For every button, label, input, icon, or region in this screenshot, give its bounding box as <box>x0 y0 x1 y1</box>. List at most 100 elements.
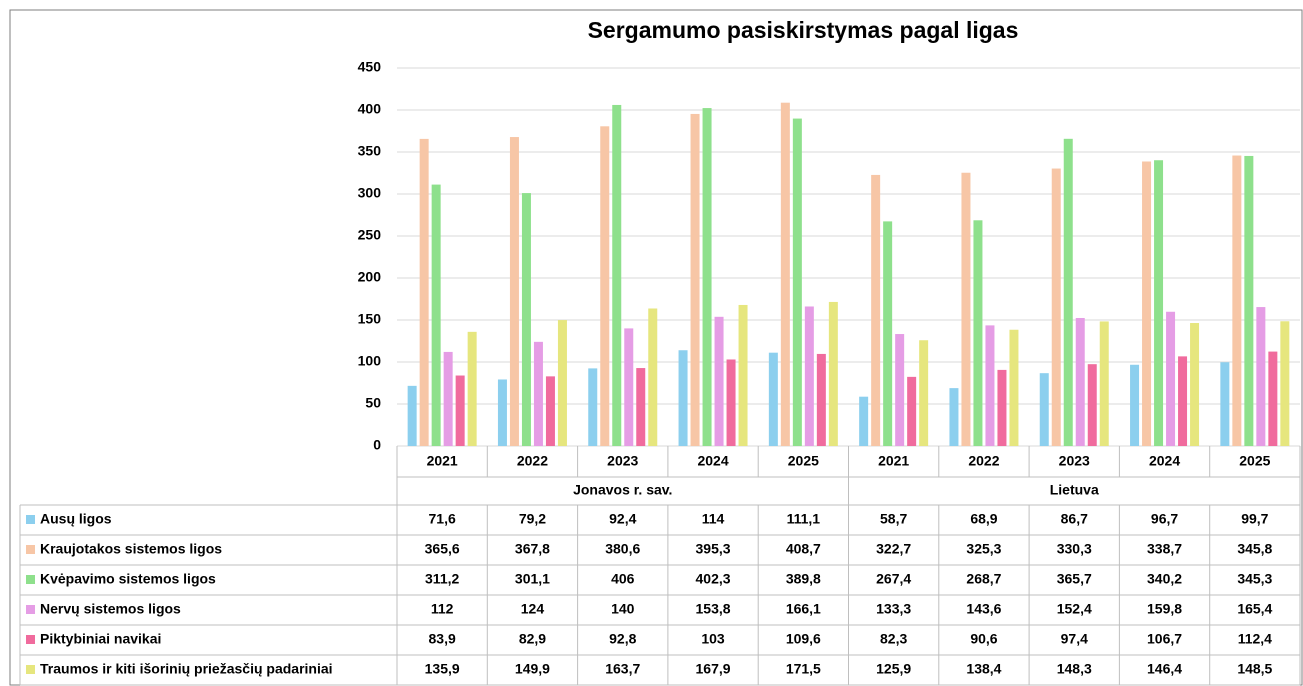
x-tick-label: 2022 <box>968 453 999 469</box>
y-tick-label: 250 <box>358 227 382 243</box>
table-value: 114 <box>702 511 725 527</box>
table-value: 389,8 <box>786 571 821 587</box>
bar <box>1268 351 1278 446</box>
x-tick-label: 2024 <box>697 453 728 469</box>
bar <box>455 375 465 446</box>
table-value: 171,5 <box>786 661 821 677</box>
table-value: 125,9 <box>876 661 911 677</box>
legend-swatch <box>26 515 35 524</box>
table-value: 68,9 <box>970 511 997 527</box>
bar <box>1051 168 1061 446</box>
bar <box>690 113 700 446</box>
table-value: 96,7 <box>1151 511 1178 527</box>
bar <box>431 184 441 447</box>
table-value: 58,7 <box>880 511 907 527</box>
y-tick-label: 0 <box>373 437 381 453</box>
x-tick-label: 2023 <box>607 453 638 469</box>
bar <box>973 220 983 446</box>
table-value: 380,6 <box>605 541 640 557</box>
chart-title: Sergamumo pasiskirstymas pagal ligas <box>588 17 1019 43</box>
legend-label: Piktybiniai navikai <box>40 631 161 647</box>
bar <box>871 174 881 446</box>
table-value: 367,8 <box>515 541 550 557</box>
bar <box>961 172 971 447</box>
legend-label: Traumos ir kiti išorinių priežasčių pada… <box>40 661 333 677</box>
y-tick-label: 50 <box>365 395 381 411</box>
bar <box>1154 160 1164 446</box>
table-value: 365,7 <box>1057 571 1092 587</box>
bar <box>545 376 555 446</box>
x-tick-label: 2021 <box>878 453 909 469</box>
table-value: 311,2 <box>425 571 459 587</box>
table-value: 395,3 <box>696 541 731 557</box>
table-value: 146,4 <box>1147 661 1182 677</box>
table-value: 322,7 <box>876 541 911 557</box>
table-value: 97,4 <box>1061 631 1088 647</box>
table-value: 325,3 <box>966 541 1001 557</box>
table-value: 138,4 <box>966 661 1001 677</box>
table-value: 408,7 <box>786 541 821 557</box>
table-value: 267,4 <box>876 571 911 587</box>
x-tick-label: 2024 <box>1149 453 1180 469</box>
x-tick-label: 2025 <box>1239 453 1270 469</box>
bar <box>792 118 802 447</box>
table-value: 112,4 <box>1238 631 1272 647</box>
bar <box>497 379 507 446</box>
bar <box>726 359 736 446</box>
table-value: 345,8 <box>1237 541 1272 557</box>
bar <box>521 193 531 446</box>
legend-swatch <box>26 635 35 644</box>
bar <box>1220 362 1230 446</box>
bar <box>816 353 826 446</box>
table-value: 133,3 <box>876 601 911 617</box>
bar <box>678 350 688 446</box>
bar <box>509 137 519 446</box>
legend-swatch <box>26 545 35 554</box>
bar <box>919 340 929 446</box>
y-tick-label: 100 <box>358 353 382 369</box>
table-value: 153,8 <box>696 601 731 617</box>
table-value: 149,9 <box>515 661 550 677</box>
bar <box>1280 321 1290 446</box>
legend-swatch <box>26 575 35 584</box>
table-value: 301,1 <box>515 571 550 587</box>
bar <box>1166 311 1176 446</box>
bar <box>949 388 959 446</box>
bar <box>557 320 567 446</box>
table-value: 406 <box>611 571 635 587</box>
bar <box>985 325 995 446</box>
table-value: 140 <box>611 601 635 617</box>
table-value: 111,1 <box>787 511 821 527</box>
table-value: 166,1 <box>786 601 821 617</box>
y-tick-label: 300 <box>358 185 382 201</box>
bar <box>780 102 790 446</box>
table-value: 109,6 <box>786 631 821 647</box>
table-value: 148,3 <box>1057 661 1092 677</box>
bar <box>467 331 477 446</box>
y-tick-label: 150 <box>358 311 382 327</box>
table-value: 106,7 <box>1147 631 1182 647</box>
table-value: 143,6 <box>966 601 1001 617</box>
bar <box>443 351 453 446</box>
bar <box>533 341 543 446</box>
bar <box>1130 364 1140 446</box>
y-tick-label: 450 <box>358 59 382 75</box>
table-value: 402,3 <box>696 571 731 587</box>
bar <box>1039 373 1049 446</box>
bar <box>804 306 814 446</box>
bar <box>1178 356 1188 446</box>
table-value: 159,8 <box>1147 601 1182 617</box>
bar <box>1142 161 1152 446</box>
bar <box>636 368 646 446</box>
table-value: 165,4 <box>1237 601 1272 617</box>
table-value: 365,6 <box>425 541 460 557</box>
bar <box>997 369 1007 446</box>
table-value: 90,6 <box>970 631 997 647</box>
bar <box>907 376 917 446</box>
bar <box>828 301 838 446</box>
y-tick-label: 400 <box>358 101 382 117</box>
legend-label: Kvėpavimo sistemos ligos <box>40 571 216 587</box>
legend-label: Ausų ligos <box>40 511 112 527</box>
bar <box>1190 323 1200 446</box>
bar <box>859 396 869 446</box>
